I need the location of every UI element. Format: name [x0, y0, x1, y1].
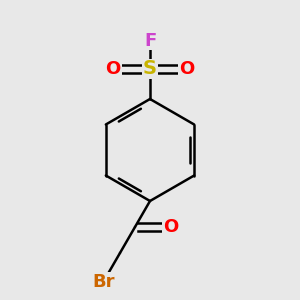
- Text: O: O: [179, 60, 194, 78]
- Text: Br: Br: [92, 273, 115, 291]
- Text: S: S: [143, 59, 157, 79]
- Text: O: O: [163, 218, 178, 236]
- Text: O: O: [106, 60, 121, 78]
- Text: F: F: [144, 32, 156, 50]
